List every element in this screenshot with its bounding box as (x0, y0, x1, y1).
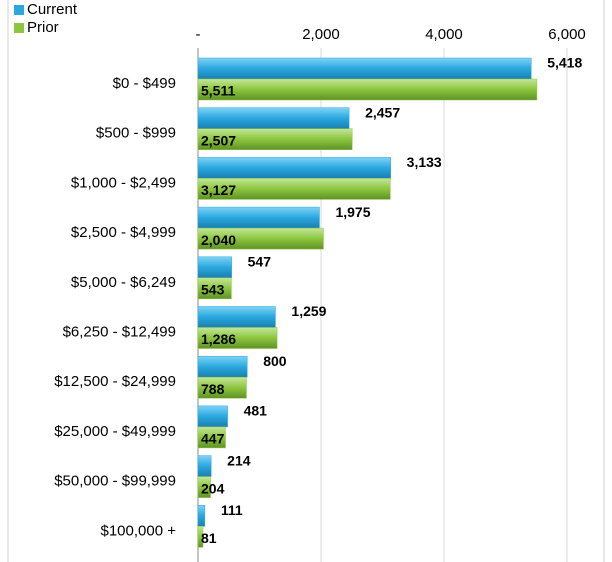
data-label: 788 (201, 381, 225, 397)
bar (197, 405, 228, 428)
bar (197, 107, 350, 129)
bar (197, 426, 226, 449)
data-label: 5,511 (201, 83, 235, 99)
legend-swatch (14, 5, 24, 15)
data-label: 5,418 (547, 55, 582, 71)
bar (197, 455, 212, 477)
y-tick-label: $0 - $499 (113, 75, 176, 92)
chart-frame (7, 0, 605, 562)
bar (197, 57, 532, 80)
data-label: 800 (263, 353, 287, 369)
data-label: 543 (201, 282, 225, 298)
bar (197, 327, 278, 349)
data-label: 2,457 (365, 104, 400, 120)
bar (197, 476, 211, 498)
bar (197, 277, 232, 300)
data-label: 1,975 (335, 204, 370, 220)
bar (197, 306, 276, 328)
y-tick-label: $6,250 - $12,499 (63, 323, 176, 340)
data-label: 111 (221, 502, 243, 518)
data-label: 447 (201, 431, 225, 447)
bar (197, 256, 232, 279)
bar (197, 376, 247, 399)
bar (197, 526, 204, 548)
legend-label: Prior (27, 19, 59, 36)
data-label: 2,040 (201, 232, 236, 248)
bar (197, 505, 206, 527)
bar (197, 78, 538, 101)
y-tick-label: $500 - $999 (96, 125, 176, 142)
y-tick-label: $2,500 - $4,999 (71, 224, 176, 241)
bar (197, 227, 324, 250)
y-tick-label: $12,500 - $24,999 (54, 373, 176, 390)
legend-swatch (14, 23, 24, 33)
bar (197, 157, 391, 179)
x-tick-label: 4,000 (425, 26, 463, 43)
x-tick-label: 6,000 (548, 26, 586, 43)
y-tick-label: $100,000 + (101, 522, 177, 539)
data-label: 204 (201, 480, 225, 496)
x-tick-label: 2,000 (302, 26, 340, 43)
y-tick-label: $50,000 - $99,999 (54, 473, 176, 490)
data-label: 3,133 (407, 154, 442, 170)
data-label: 1,286 (201, 331, 236, 347)
data-label: 1,259 (291, 303, 326, 319)
data-label: 81 (201, 530, 217, 546)
data-label: 481 (244, 403, 268, 419)
data-label: 3,127 (201, 182, 236, 198)
bar (197, 128, 353, 150)
data-label: 547 (248, 254, 272, 270)
y-tick-label: $1,000 - $2,499 (71, 174, 176, 191)
bar (197, 355, 248, 378)
y-tick-label: $25,000 - $49,999 (54, 423, 176, 440)
bar (197, 206, 320, 229)
legend-label: Current (27, 1, 78, 18)
y-tick-label: $5,000 - $6,249 (71, 274, 176, 291)
bar (197, 178, 391, 200)
data-label: 214 (227, 452, 251, 468)
x-tick-label: - (196, 26, 201, 43)
data-label: 2,507 (201, 132, 236, 148)
